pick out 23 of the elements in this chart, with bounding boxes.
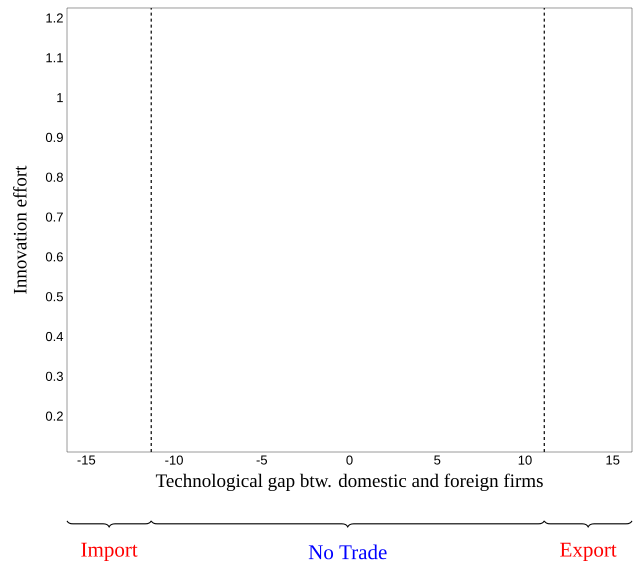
y-tick-label: 0.5	[46, 292, 63, 302]
y-tick-label: 0.8	[46, 172, 63, 182]
text: Import	[81, 542, 138, 562]
x-tick-label: -15	[77, 456, 96, 465]
text: Export	[560, 542, 617, 562]
y-tick-label: 0.2	[46, 412, 63, 421]
y-tick-label: 0.3	[46, 372, 63, 381]
y-tick-label: 0.7	[46, 212, 63, 222]
y-tick-label: 0.6	[46, 252, 63, 262]
y-tick-label: 1.2	[46, 13, 63, 22]
x-tick-label: 10	[518, 456, 532, 465]
y-tick-label: 0.9	[46, 132, 63, 142]
x-tick-label: 0	[346, 456, 353, 465]
x-axis-title: Technological gap btw. domestic and foreign firms	[156, 474, 543, 492]
y-axis-title: Innovation effort	[13, 166, 27, 294]
y-tick-label: 1	[57, 93, 63, 102]
y-tick-label: 1.1	[46, 53, 63, 62]
y-tick-label: 0.4	[46, 332, 64, 342]
x-tick-label: -10	[165, 456, 183, 465]
x-tick-label: 15	[606, 456, 620, 465]
x-tick-label: -5	[256, 456, 268, 465]
x-tick-label: 5	[434, 456, 440, 465]
text: No Trade	[308, 544, 387, 560]
